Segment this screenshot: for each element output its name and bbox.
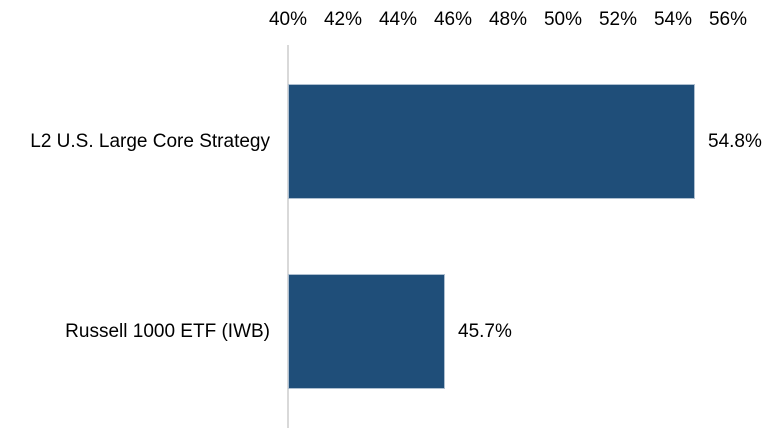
bar bbox=[288, 274, 445, 389]
x-axis-tick-label: 46% bbox=[433, 9, 473, 30]
x-axis-tick-label: 50% bbox=[543, 9, 583, 30]
x-axis-tick-label: 48% bbox=[488, 9, 528, 30]
x-axis-tick-label: 56% bbox=[708, 9, 748, 30]
value-label: 45.7% bbox=[458, 320, 512, 342]
value-label: 54.8% bbox=[708, 130, 762, 152]
x-axis-tick-label: 42% bbox=[323, 9, 363, 30]
category-label: Russell 1000 ETF (IWB) bbox=[65, 320, 270, 342]
x-axis-tick-label: 54% bbox=[653, 9, 693, 30]
y-axis-line bbox=[287, 45, 289, 428]
bar bbox=[288, 84, 695, 199]
x-axis-tick-label: 44% bbox=[378, 9, 418, 30]
category-label: L2 U.S. Large Core Strategy bbox=[30, 130, 270, 152]
x-axis-tick-label: 40% bbox=[268, 9, 308, 30]
x-axis-tick-label: 52% bbox=[598, 9, 638, 30]
